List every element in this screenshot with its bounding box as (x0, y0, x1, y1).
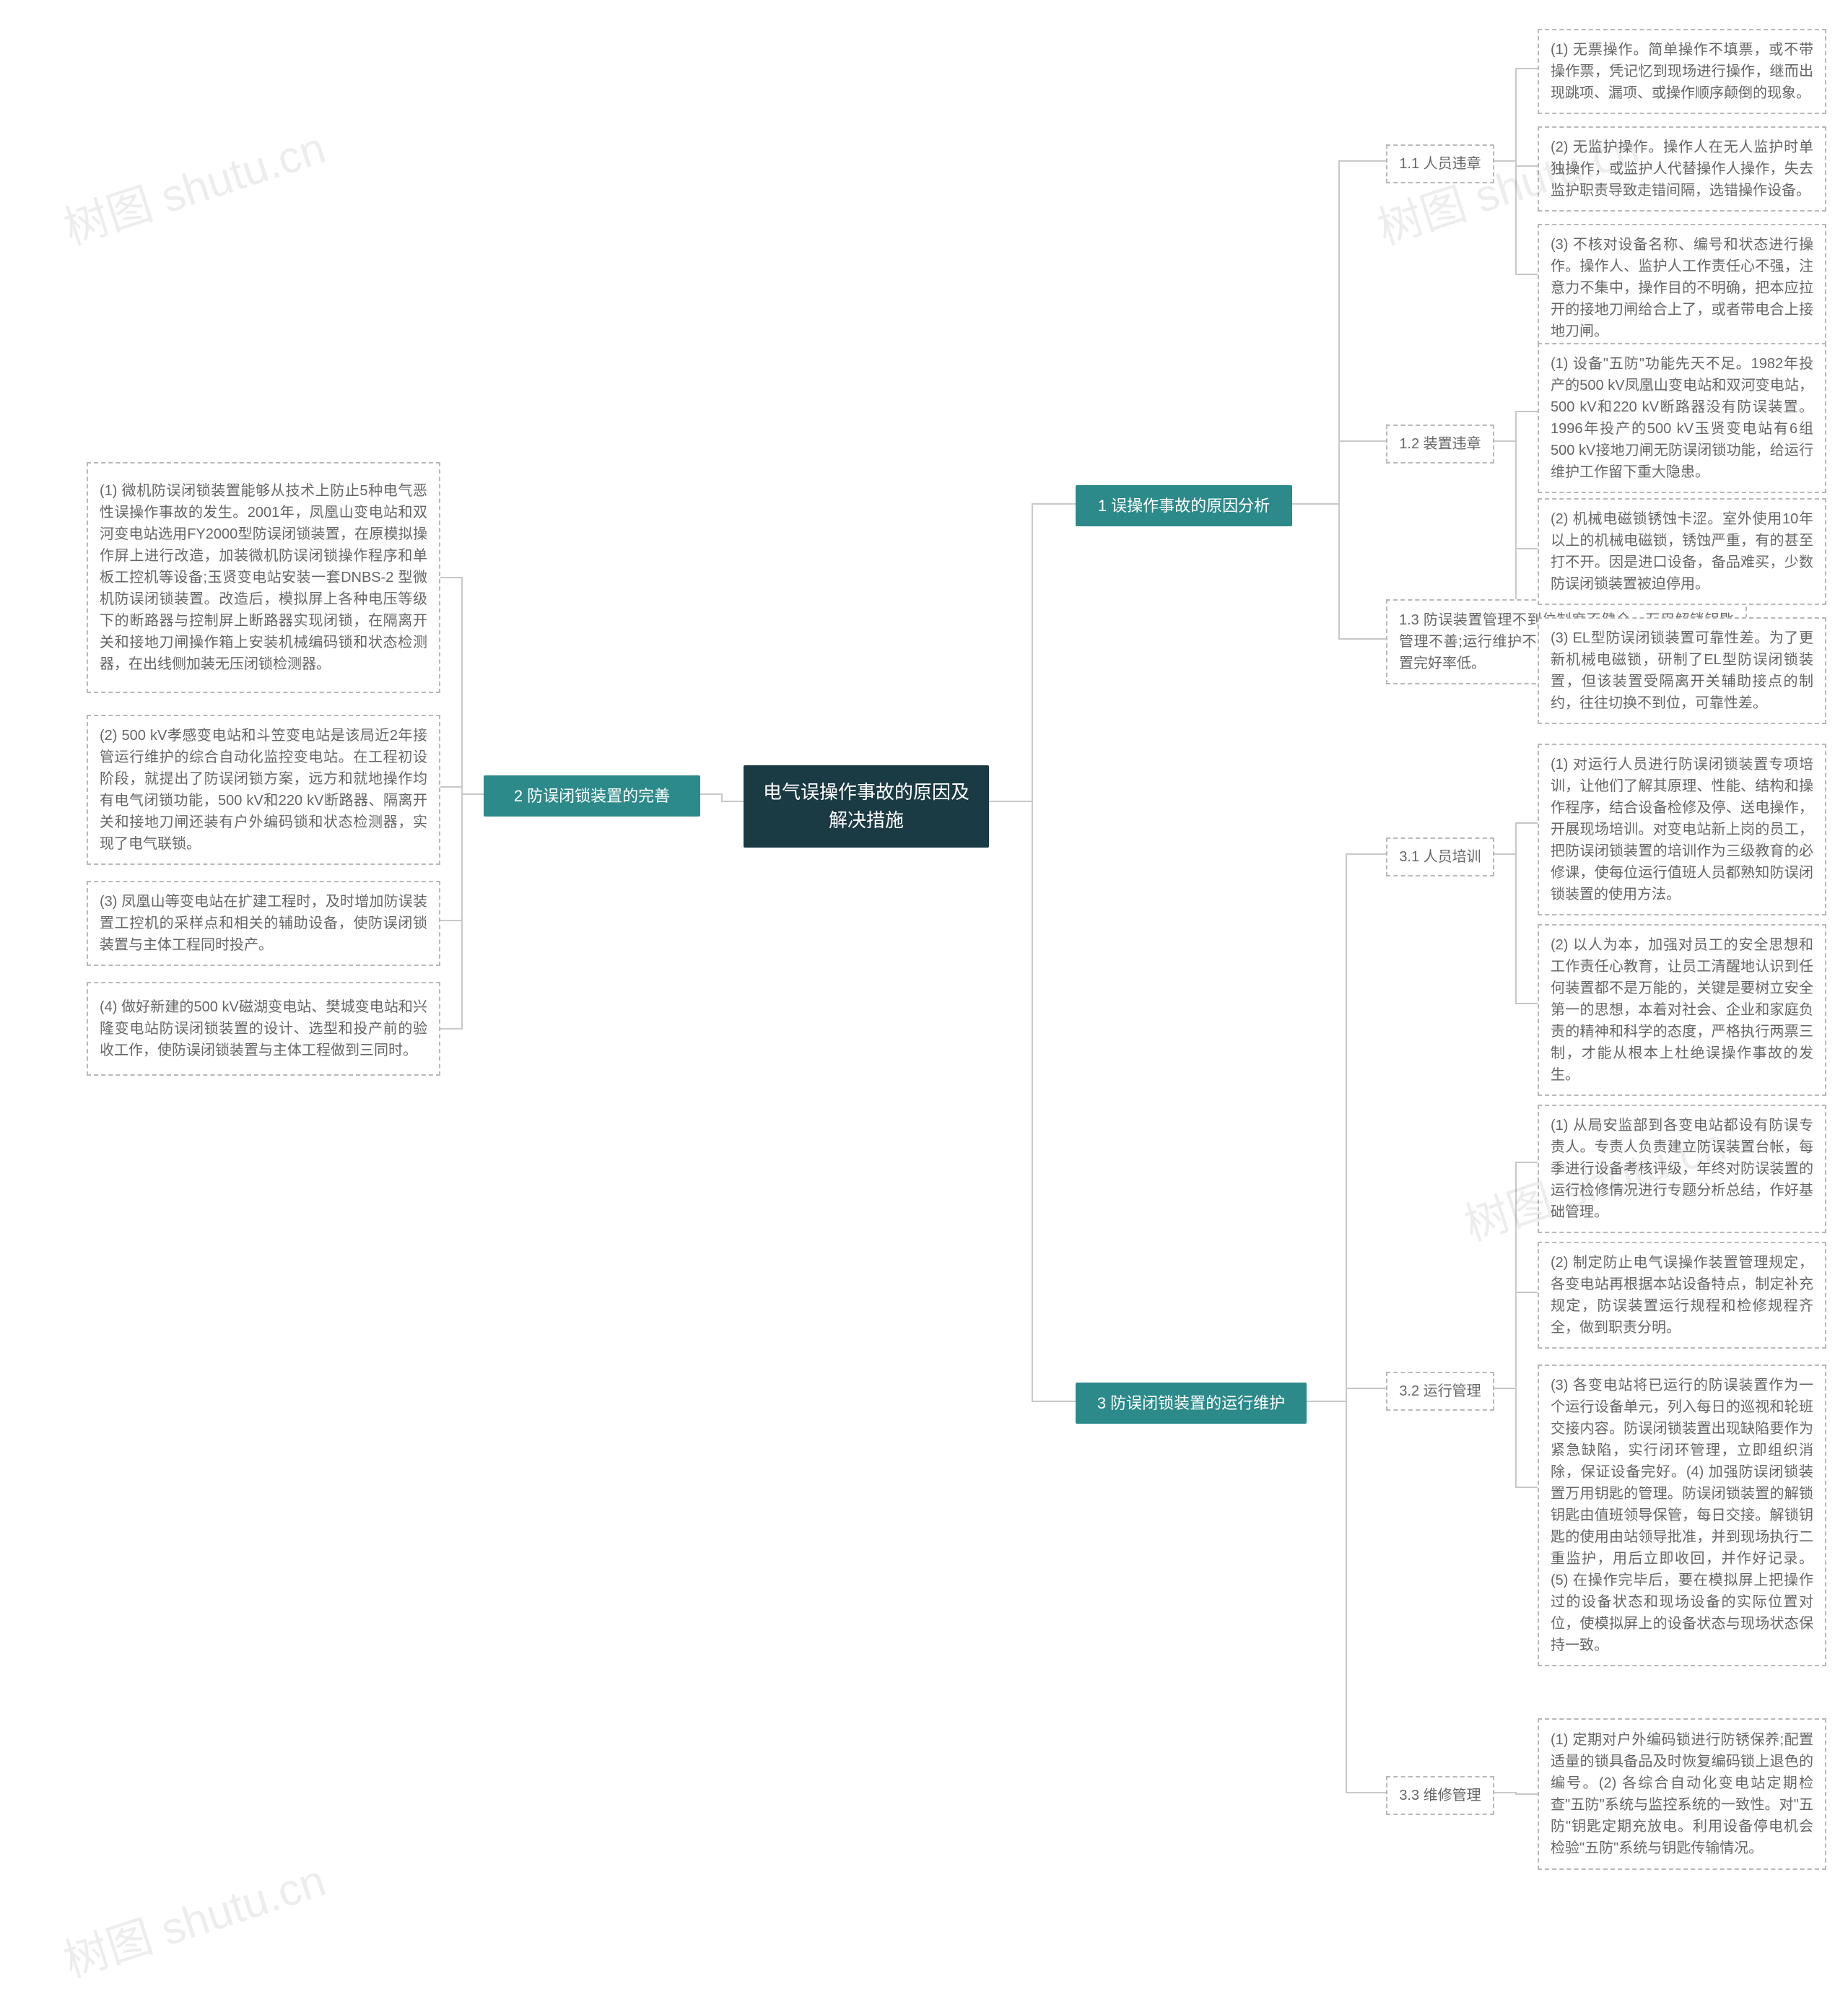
watermark: 树图 shutu.cn (54, 111, 332, 257)
sub-1-2: 1.2 装置违章 (1386, 425, 1494, 464)
root-node: 电气误操作事故的原因及解决措施 (744, 765, 989, 848)
leaf-1-1-2: (2) 无监护操作。操作人在无人监护时单独操作，或监护人代替操作人操作，失去监护… (1538, 126, 1826, 212)
leaf-3-1-2: (2) 以人为本，加强对员工的安全思想和工作责任心教育，让员工清醒地认识到任何装… (1538, 924, 1826, 1096)
leaf-3-1-1: (1) 对运行人员进行防误闭锁装置专项培训，让他们了解其原理、性能、结构和操作程… (1538, 744, 1826, 915)
leaf-1-2-1: (1) 设备"五防"功能先天不足。1982年投产的500 kV凤凰山变电站和双河… (1538, 343, 1826, 493)
branch-1: 1 误操作事故的原因分析 (1076, 485, 1292, 526)
leaf-2-2: (2) 500 kV孝感变电站和斗笠变电站是该局近2年接管运行维护的综合自动化监… (87, 715, 440, 865)
leaf-1-2-2: (2) 机械电磁锁锈蚀卡涩。室外使用10年以上的机械电磁锁，锈蚀严重，有的甚至打… (1538, 498, 1826, 605)
sub-3-1: 3.1 人员培训 (1386, 837, 1494, 876)
leaf-3-2-1: (1) 从局安监部到各变电站都设有防误专责人。专责人负责建立防误装置台帐，每季进… (1538, 1105, 1826, 1233)
branch-2: 2 防误闭锁装置的完善 (484, 775, 700, 817)
branch-3: 3 防误闭锁装置的运行维护 (1076, 1383, 1307, 1424)
leaf-3-3-1: (1) 定期对户外编码锁进行防锈保养;配置适量的锁具备品及时恢复编码锁上退色的编… (1538, 1718, 1826, 1870)
leaf-2-3: (3) 凤凰山等变电站在扩建工程时，及时增加防误装置工控机的采样点和相关的辅助设… (87, 881, 440, 966)
leaf-1-1-3: (3) 不核对设备名称、编号和状态进行操作。操作人、监护人工作责任心不强，注意力… (1538, 224, 1826, 352)
sub-1-1: 1.1 人员违章 (1386, 144, 1494, 183)
sub-3-2: 3.2 运行管理 (1386, 1372, 1494, 1411)
leaf-1-1-1: (1) 无票操作。简单操作不填票，或不带操作票，凭记忆到现场进行操作，继而出现跳… (1538, 29, 1826, 114)
leaf-2-4: (4) 做好新建的500 kV磁湖变电站、樊城变电站和兴隆变电站防误闭锁装置的设… (87, 982, 440, 1076)
leaf-3-2-3: (3) 各变电站将已运行的防误装置作为一个运行设备单元，列入每日的巡视和轮班交接… (1538, 1365, 1826, 1666)
sub-3-3: 3.3 维修管理 (1386, 1776, 1494, 1815)
leaf-3-2-2: (2) 制定防止电气误操作装置管理规定，各变电站再根据本站设备特点，制定补充规定… (1538, 1242, 1826, 1349)
leaf-1-2-3: (3) EL型防误闭锁装置可靠性差。为了更新机械电磁锁，研制了EL型防误闭锁装置… (1538, 617, 1826, 724)
watermark: 树图 shutu.cn (54, 1844, 332, 1990)
leaf-2-1: (1) 微机防误闭锁装置能够从技术上防止5种电气恶性误操作事故的发生。2001年… (87, 462, 440, 693)
